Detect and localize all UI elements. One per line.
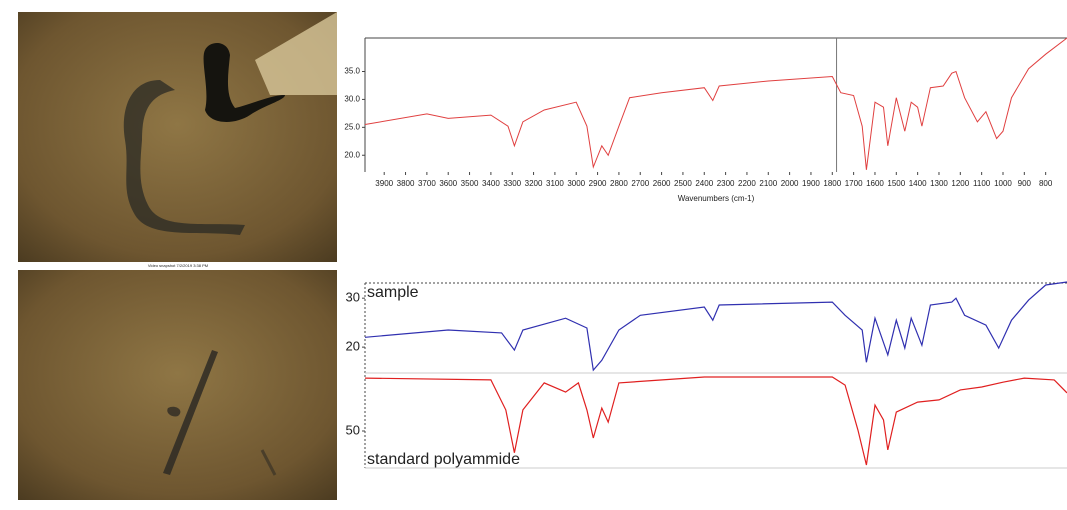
y-tick-label: 35.0 <box>344 67 360 76</box>
chart-frame <box>364 37 1067 469</box>
spectrum-line <box>364 281 1067 372</box>
x-tick-label: 3300 <box>503 179 521 188</box>
series-label: standard polyammide <box>367 451 520 468</box>
x-tick-label: 3400 <box>482 179 500 188</box>
x-tick-label: 2500 <box>674 179 692 188</box>
x-tick-label: 2200 <box>738 179 756 188</box>
x-tick-label: 800 <box>1039 179 1053 188</box>
y-tick-label: 30 <box>346 290 360 305</box>
x-tick-label: 2700 <box>631 179 649 188</box>
x-tick-label: 2000 <box>781 179 799 188</box>
series-label: sample <box>367 284 419 301</box>
x-tick-label: 3900 <box>375 179 393 188</box>
x-tick-label: 1300 <box>930 179 948 188</box>
x-tick-label: 900 <box>1018 179 1032 188</box>
y-tick-label: 20 <box>346 339 360 354</box>
spectrum-line <box>364 376 1067 466</box>
microscope-image <box>18 270 337 500</box>
x-tick-label: 2400 <box>695 179 713 188</box>
x-tick-label: 1500 <box>887 179 905 188</box>
x-tick-label: 2600 <box>653 179 671 188</box>
x-tick-label: 1100 <box>973 179 991 188</box>
x-tick-label: 1400 <box>909 179 927 188</box>
x-tick-label: 1800 <box>823 179 841 188</box>
x-tick-label: 1700 <box>845 179 863 188</box>
x-tick-label: 3800 <box>397 179 415 188</box>
x-tick-label: 1600 <box>866 179 884 188</box>
x-tick-label: 2300 <box>717 179 735 188</box>
x-tick-label: 2900 <box>589 179 607 188</box>
x-tick-label: 2800 <box>610 179 628 188</box>
x-tick-label: 1200 <box>951 179 969 188</box>
y-tick-label: 20.0 <box>344 150 360 159</box>
x-tick-label: 1900 <box>802 179 820 188</box>
x-tick-label: 3200 <box>525 179 543 188</box>
x-axis-title: Wavenumbers (cm-1) <box>678 194 755 203</box>
spectrum-line <box>364 37 1067 170</box>
x-tick-label: 2100 <box>759 179 777 188</box>
microscope-image <box>18 12 337 262</box>
x-tick-label: 1000 <box>994 179 1012 188</box>
x-tick-label: 3700 <box>418 179 436 188</box>
x-tick-label: 3000 <box>567 179 585 188</box>
y-tick-label: 25.0 <box>344 122 360 131</box>
y-tick-label: 30.0 <box>344 95 360 104</box>
x-tick-label: 3500 <box>461 179 479 188</box>
x-tick-label: 3600 <box>439 179 457 188</box>
image-caption: Video snapshot 7/2/2019 3:38 PM <box>148 263 208 268</box>
y2-tick-label: 50 <box>346 422 360 437</box>
x-tick-label: 3100 <box>546 179 564 188</box>
